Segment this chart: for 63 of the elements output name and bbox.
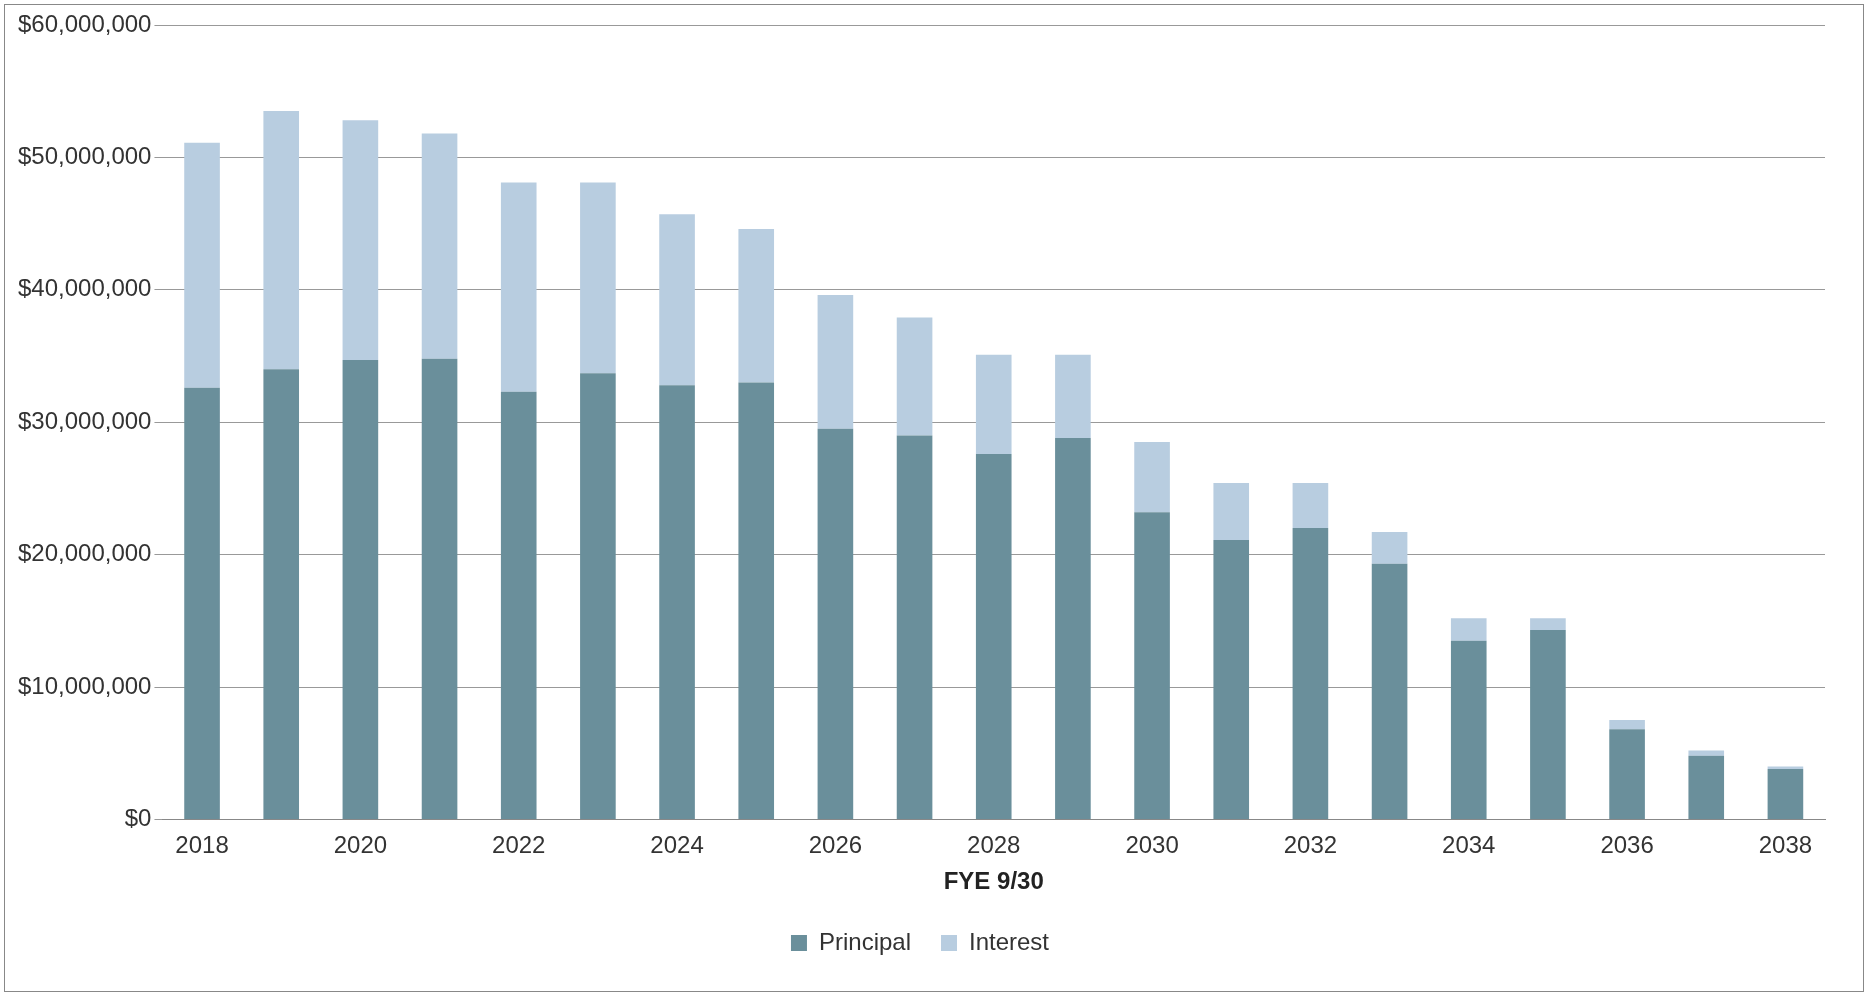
bar: [1213, 540, 1250, 819]
bar: [1450, 618, 1487, 641]
bar: [1767, 766, 1804, 770]
bar: [580, 182, 616, 374]
bar: [1055, 438, 1091, 819]
y-tick-label: $60,000,000: [18, 9, 152, 37]
bar: [1371, 532, 1408, 564]
bar: [421, 133, 458, 359]
bar: [659, 385, 695, 819]
bar: [1688, 755, 1725, 819]
bar: [975, 453, 1012, 819]
legend-label: Interest: [969, 927, 1050, 955]
bar: [580, 373, 616, 819]
bar: [817, 295, 854, 429]
bar: [263, 111, 300, 370]
bar: [1213, 483, 1250, 541]
x-axis-title: FYE 9/30: [943, 867, 1044, 895]
x-tick-label: 2024: [650, 831, 704, 859]
bar: [1767, 769, 1804, 819]
x-tick-label: 2036: [1600, 831, 1654, 859]
x-tick-label: 2030: [1125, 831, 1179, 859]
bar: [738, 228, 775, 383]
x-tick-label: 2020: [333, 831, 388, 859]
y-tick-label: $0: [124, 804, 152, 832]
bar: [1292, 528, 1329, 819]
bar: [1134, 512, 1170, 819]
y-tick-label: $10,000,000: [18, 671, 152, 699]
x-tick-label: 2034: [1442, 831, 1496, 859]
bar: [1609, 720, 1645, 730]
bar: [1292, 483, 1329, 529]
legend-label: Principal: [818, 927, 912, 955]
y-tick-label: $40,000,000: [18, 274, 152, 302]
y-tick-label: $50,000,000: [18, 142, 152, 170]
bar: [896, 435, 933, 819]
bar: [1055, 354, 1091, 439]
bar: [500, 182, 537, 392]
bar: [184, 142, 220, 388]
x-tick-label: 2018: [175, 831, 229, 859]
bar: [1530, 630, 1566, 819]
x-tick-label: 2022: [492, 831, 546, 859]
bar: [975, 354, 1012, 454]
bar: [342, 120, 379, 360]
bar: [817, 428, 854, 819]
x-tick-label: 2026: [808, 831, 863, 859]
bar: [184, 387, 220, 819]
x-tick-label: 2028: [967, 831, 1021, 859]
bar: [421, 358, 458, 819]
x-tick-label: 2032: [1283, 831, 1338, 859]
bar: [342, 359, 379, 819]
bar: [1134, 442, 1170, 513]
bar: [500, 391, 537, 819]
y-tick-label: $30,000,000: [18, 406, 152, 434]
bar: [659, 214, 695, 386]
bar: [263, 369, 300, 819]
y-tick-label: $20,000,000: [18, 539, 152, 567]
bar: [896, 317, 933, 436]
bar: [1371, 563, 1408, 819]
bar: [738, 382, 775, 819]
bar: [1609, 729, 1645, 819]
x-tick-label: 2038: [1758, 831, 1813, 859]
bar: [1530, 618, 1566, 631]
bar: [1688, 750, 1725, 756]
bar: [1450, 640, 1487, 819]
